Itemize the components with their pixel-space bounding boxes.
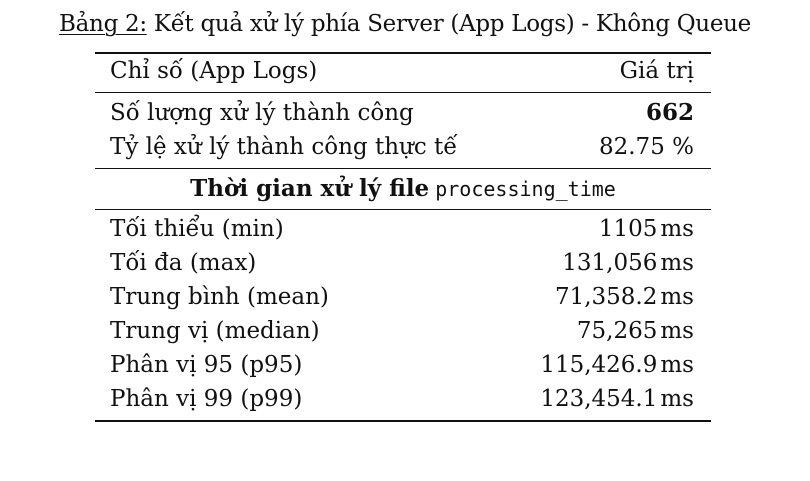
time-number: 115,426.9 (540, 352, 658, 378)
section-heading: Thời gian xử lý file processing_time (95, 169, 711, 209)
time-label: Tối thiểu (min) (110, 216, 284, 242)
time-label: Trung bình (mean) (110, 284, 329, 310)
time-unit: ms (660, 386, 694, 412)
time-unit: ms (660, 352, 694, 378)
top-rule (95, 52, 711, 54)
time-value: 75,265 ms (577, 314, 694, 348)
time-value: 123,454.1 ms (540, 382, 694, 416)
time-value: 1105 ms (599, 212, 694, 246)
caption-label: Bảng 2: (59, 11, 147, 37)
time-label: Phân vị 99 (p99) (110, 386, 303, 412)
time-row: Phân vị 99 (p99) 123,454.1 ms (95, 382, 711, 416)
table-caption: Bảng 2: Kết quả xử lý phía Server (App L… (0, 7, 810, 41)
caption-text: Kết quả xử lý phía Server (App Logs) - K… (153, 11, 751, 37)
time-number: 131,056 (562, 250, 658, 276)
time-row: Trung vị (median) 75,265 ms (95, 314, 711, 348)
time-unit: ms (660, 216, 694, 242)
header-row: Chỉ số (App Logs) Giá trị (95, 54, 711, 88)
summary-row: Tỷ lệ xử lý thành công thực tế 82.75 % (95, 130, 711, 164)
time-row: Tối thiểu (min) 1105 ms (95, 212, 711, 246)
header-value: Giá trị (619, 58, 694, 84)
summary-value: 662 (645, 99, 694, 126)
section-rule-top (95, 168, 711, 169)
time-unit: ms (660, 250, 694, 276)
results-table: Chỉ số (App Logs) Giá trị Số lượng xử lý… (95, 52, 711, 422)
header-rule (95, 92, 711, 93)
section-title: Thời gian xử lý file (190, 175, 430, 202)
time-number: 123,454.1 (540, 386, 658, 412)
time-number: 75,265 (576, 318, 658, 344)
bottom-rule (95, 420, 711, 422)
time-label: Tối đa (max) (110, 250, 257, 276)
time-label: Phân vị 95 (p95) (110, 352, 303, 378)
section-code: processing_time (435, 177, 616, 201)
time-value: 115,426.9 ms (540, 348, 694, 382)
time-unit: ms (660, 318, 694, 344)
time-row: Phân vị 95 (p95) 115,426.9 ms (95, 348, 711, 382)
time-value: 71,358.2 ms (555, 280, 694, 314)
time-number: 1105 (598, 216, 658, 242)
summary-row: Số lượng xử lý thành công 662 (95, 96, 711, 130)
time-number: 71,358.2 (554, 284, 658, 310)
header-metric: Chỉ số (App Logs) (110, 58, 318, 84)
summary-label: Số lượng xử lý thành công (110, 100, 414, 126)
time-unit: ms (660, 284, 694, 310)
time-label: Trung vị (median) (110, 318, 320, 344)
time-row: Trung bình (mean) 71,358.2 ms (95, 280, 711, 314)
section-rule-bottom (95, 209, 711, 210)
time-row: Tối đa (max) 131,056 ms (95, 246, 711, 280)
time-value: 131,056 ms (562, 246, 694, 280)
summary-value: 82.75 % (598, 134, 694, 160)
summary-label: Tỷ lệ xử lý thành công thực tế (110, 134, 458, 160)
